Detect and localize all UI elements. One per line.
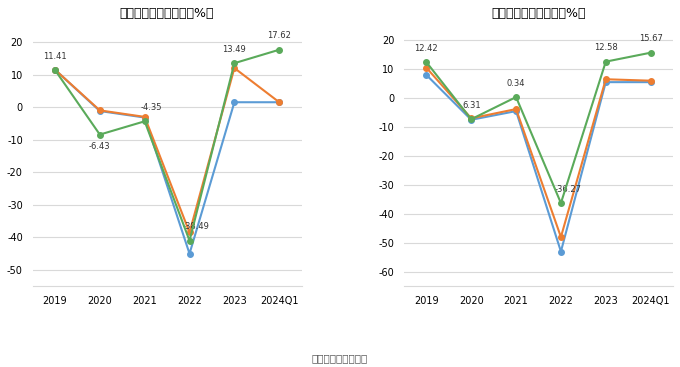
公司净利率 bbox=[647, 51, 655, 55]
Text: 15.67: 15.67 bbox=[639, 34, 662, 43]
Text: 6.31: 6.31 bbox=[462, 101, 481, 110]
行业均値 bbox=[141, 115, 149, 120]
行业均値 bbox=[186, 251, 194, 256]
行业均値 bbox=[602, 80, 610, 84]
公司毛利率 bbox=[275, 47, 284, 52]
Text: 17.62: 17.62 bbox=[267, 31, 291, 40]
行业中位数 bbox=[647, 79, 655, 83]
行业均値 bbox=[512, 109, 520, 113]
Title: 历年毛利率变化情况（%）: 历年毛利率变化情况（%） bbox=[120, 7, 214, 20]
公司毛利率 bbox=[51, 68, 59, 72]
Line: 行业均値: 行业均値 bbox=[424, 72, 653, 254]
行业中位数 bbox=[557, 235, 565, 239]
Line: 行业中位数: 行业中位数 bbox=[424, 65, 653, 240]
公司净利率 bbox=[512, 95, 520, 99]
Text: -38.49: -38.49 bbox=[183, 222, 209, 231]
公司毛利率 bbox=[96, 132, 104, 137]
行业中位数 bbox=[467, 116, 475, 120]
Text: -36.27: -36.27 bbox=[554, 185, 581, 194]
Text: 11.41: 11.41 bbox=[43, 51, 67, 61]
行业均値 bbox=[96, 109, 104, 113]
公司净利率 bbox=[422, 60, 430, 64]
公司净利率 bbox=[467, 117, 475, 121]
Line: 行业中位数: 行业中位数 bbox=[52, 65, 282, 235]
公司净利率 bbox=[557, 201, 565, 205]
Text: -4.35: -4.35 bbox=[141, 103, 162, 112]
行业均値 bbox=[275, 100, 284, 105]
Line: 公司净利率: 公司净利率 bbox=[424, 50, 653, 206]
Text: 数据来源：恒生聚源: 数据来源：恒生聚源 bbox=[312, 353, 368, 363]
行业均値 bbox=[422, 73, 430, 77]
Legend: 公司毛利率, 行业均値, 行业中位数: 公司毛利率, 行业均値, 行业中位数 bbox=[71, 363, 264, 367]
行业均値 bbox=[231, 100, 239, 105]
行业中位数 bbox=[602, 77, 610, 81]
行业中位数 bbox=[51, 68, 59, 72]
行业中位数 bbox=[422, 65, 430, 70]
公司毛利率 bbox=[231, 61, 239, 65]
行业均値 bbox=[467, 117, 475, 122]
Text: 0.34: 0.34 bbox=[507, 79, 526, 88]
公司毛利率 bbox=[141, 119, 149, 123]
公司净利率 bbox=[602, 59, 610, 64]
行业中位数 bbox=[96, 108, 104, 113]
行业中位数 bbox=[141, 115, 149, 119]
行业均値 bbox=[557, 249, 565, 254]
行业中位数 bbox=[275, 100, 284, 105]
Title: 历年净利率变化情况（%）: 历年净利率变化情况（%） bbox=[491, 7, 585, 20]
Line: 行业均値: 行业均値 bbox=[52, 67, 282, 257]
Text: 12.58: 12.58 bbox=[594, 43, 617, 52]
Line: 公司毛利率: 公司毛利率 bbox=[52, 47, 282, 243]
Text: 13.49: 13.49 bbox=[222, 45, 246, 54]
Text: 12.42: 12.42 bbox=[415, 44, 438, 53]
Legend: 公司净利率, 行业均値, 行业中位数: 公司净利率, 行业均値, 行业中位数 bbox=[442, 363, 635, 367]
行业中位数 bbox=[186, 230, 194, 235]
行业均値 bbox=[51, 68, 59, 72]
行业均値 bbox=[647, 80, 655, 84]
Text: -6.43: -6.43 bbox=[89, 142, 111, 151]
公司毛利率 bbox=[186, 239, 194, 243]
行业中位数 bbox=[231, 66, 239, 70]
行业中位数 bbox=[512, 107, 520, 111]
